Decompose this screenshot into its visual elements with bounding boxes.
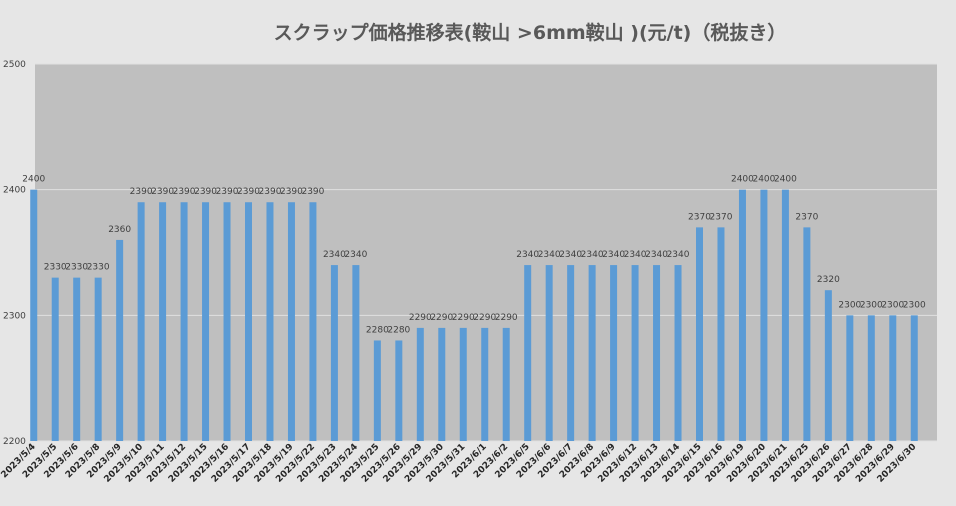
data-label: 2300: [838, 300, 861, 310]
bar: [889, 315, 897, 441]
bar: [481, 327, 489, 441]
data-label: 2330: [65, 263, 88, 273]
data-label: 2390: [194, 187, 217, 197]
data-label: 2300: [860, 300, 883, 310]
bar: [438, 327, 446, 441]
data-label: 2390: [130, 187, 153, 197]
bar: [416, 327, 424, 441]
data-label: 2390: [151, 187, 174, 197]
data-label: 2340: [516, 250, 539, 260]
bar: [30, 189, 38, 441]
data-label: 2290: [452, 313, 475, 323]
bar: [287, 202, 295, 441]
data-label: 2290: [495, 313, 518, 323]
data-label: 2280: [366, 325, 389, 335]
bar: [245, 202, 252, 441]
data-label: 2340: [667, 250, 690, 260]
bar: [738, 189, 746, 441]
bar: [824, 290, 832, 441]
data-label: 2390: [301, 187, 324, 197]
data-labels: 2400233023302330236023902390239023902390…: [22, 175, 926, 336]
bar: [588, 265, 596, 441]
y-tick-label: 2200: [3, 437, 26, 447]
bar: [910, 315, 918, 441]
bar: [223, 202, 231, 441]
data-label: 2370: [688, 212, 711, 222]
bar: [202, 202, 210, 441]
bars: [30, 189, 918, 441]
bar: [330, 265, 338, 441]
bar: [524, 265, 532, 441]
bar: [545, 265, 553, 441]
data-label: 2400: [774, 175, 797, 185]
y-tick-label: 2300: [3, 311, 26, 321]
data-label: 2340: [624, 250, 647, 260]
data-label: 2400: [731, 175, 754, 185]
data-label: 2360: [108, 225, 131, 235]
bar: [73, 277, 81, 441]
bar: [180, 202, 188, 441]
data-label: 2390: [280, 187, 303, 197]
data-label: 2390: [259, 187, 282, 197]
x-axis: 2023/5/42023/5/52023/5/62023/5/82023/5/9…: [0, 442, 918, 485]
bar: [502, 327, 510, 441]
data-label: 2280: [387, 325, 410, 335]
data-label: 2290: [473, 313, 496, 323]
bar: [94, 277, 102, 441]
bar: [760, 189, 768, 441]
bar: [867, 315, 875, 441]
bar: [137, 202, 145, 441]
bar: [696, 227, 703, 441]
data-label: 2300: [881, 300, 904, 310]
data-label: 2290: [409, 313, 432, 323]
bar: [159, 202, 167, 441]
data-label: 2290: [430, 313, 453, 323]
y-tick-label: 2400: [3, 186, 26, 196]
data-label: 2340: [581, 250, 604, 260]
bar: [846, 315, 854, 441]
data-label: 2390: [216, 187, 239, 197]
data-label: 2370: [795, 212, 818, 222]
data-label: 2330: [44, 263, 67, 273]
bar: [610, 265, 618, 441]
y-tick-label: 2500: [3, 60, 26, 70]
y-axis: 2200 2300 2400 2500: [3, 60, 26, 447]
data-label: 2390: [237, 187, 260, 197]
bar: [395, 340, 403, 441]
bar: [352, 265, 360, 441]
bar: [781, 189, 789, 441]
data-label: 2340: [602, 250, 625, 260]
bar: [567, 265, 575, 441]
data-label: 2300: [903, 300, 926, 310]
bar: [116, 239, 124, 441]
bar: [803, 227, 811, 441]
data-label: 2340: [538, 250, 561, 260]
bar: [653, 265, 661, 441]
data-label: 2340: [559, 250, 582, 260]
data-label: 2320: [817, 275, 840, 285]
bar: [309, 202, 317, 441]
bar: [631, 265, 639, 441]
data-label: 2340: [645, 250, 668, 260]
chart-title: スクラップ価格推移表(鞍山 >6mm鞍山 )(元/t)（税抜き）: [273, 22, 787, 44]
data-label: 2390: [173, 187, 196, 197]
data-label: 2370: [710, 212, 733, 222]
bar: [459, 327, 467, 441]
data-label: 2340: [344, 250, 367, 260]
data-label: 2400: [752, 175, 775, 185]
bar: [717, 227, 725, 441]
data-label: 2330: [87, 263, 110, 273]
bar: [674, 265, 682, 441]
data-label: 2340: [323, 250, 346, 260]
bar: [266, 202, 274, 441]
bar: [373, 340, 381, 441]
data-label: 2400: [22, 175, 45, 185]
bar: [51, 277, 59, 441]
